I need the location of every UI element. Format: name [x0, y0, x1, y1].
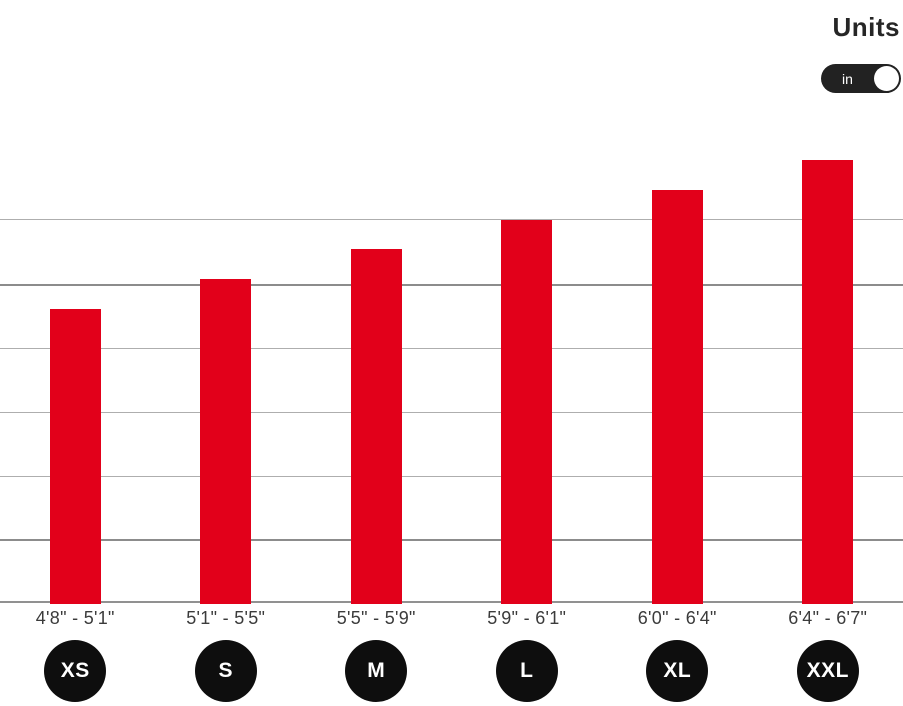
size-badge-label: XXL — [806, 659, 849, 682]
x-axis-line — [0, 601, 903, 603]
height-range-label: 6'0" - 6'4" — [637, 608, 717, 628]
bar-xs — [49, 309, 101, 604]
gridline — [0, 219, 903, 220]
size-badge-xxl: XXL — [796, 640, 859, 702]
units-toggle-label: in — [842, 70, 853, 87]
size-badge-s: S — [194, 640, 257, 702]
size-badge-label: XS — [60, 659, 90, 682]
bar-l — [501, 220, 553, 604]
size-badge-label: M — [367, 659, 386, 682]
gridline-emphasized — [0, 284, 903, 286]
units-toggle[interactable]: in — [821, 64, 901, 93]
bar-xxl — [802, 160, 854, 604]
size-badge-label: S — [218, 659, 233, 682]
height-range-label: 6'4" - 6'7" — [788, 608, 868, 628]
size-badge-m: M — [345, 640, 408, 702]
chart-column-xs: 4'8" - 5'1" XS — [0, 0, 151, 706]
toggle-knob[interactable] — [874, 66, 899, 91]
chart-column-m: 5'5" - 5'9" M — [301, 0, 452, 706]
bar-xl — [651, 190, 703, 604]
units-title: Units — [832, 12, 900, 42]
gridline — [0, 476, 903, 477]
height-range-label: 5'1" - 5'5" — [186, 608, 266, 628]
chart-column-l: 5'9" - 6'1" L — [452, 0, 603, 706]
size-badge-label: L — [520, 659, 534, 682]
bar-s — [200, 279, 252, 604]
gridline — [0, 348, 903, 349]
gridline-emphasized — [0, 539, 903, 541]
gridline — [0, 412, 903, 413]
size-badge-xs: XS — [44, 640, 107, 702]
chart-column-xxl: 6'4" - 6'7" XXL — [753, 0, 903, 706]
height-range-label: 4'8" - 5'1" — [35, 608, 115, 628]
chart-column-xl: 6'0" - 6'4" XL — [602, 0, 753, 706]
size-badge-l: L — [495, 640, 558, 702]
bar-m — [350, 249, 402, 604]
size-badge-label: XL — [663, 659, 692, 682]
chart-column-s: 5'1" - 5'5" S — [151, 0, 302, 706]
size-badge-xl: XL — [646, 640, 709, 702]
height-range-label: 5'9" - 6'1" — [487, 608, 567, 628]
height-range-label: 5'5" - 5'9" — [336, 608, 416, 628]
